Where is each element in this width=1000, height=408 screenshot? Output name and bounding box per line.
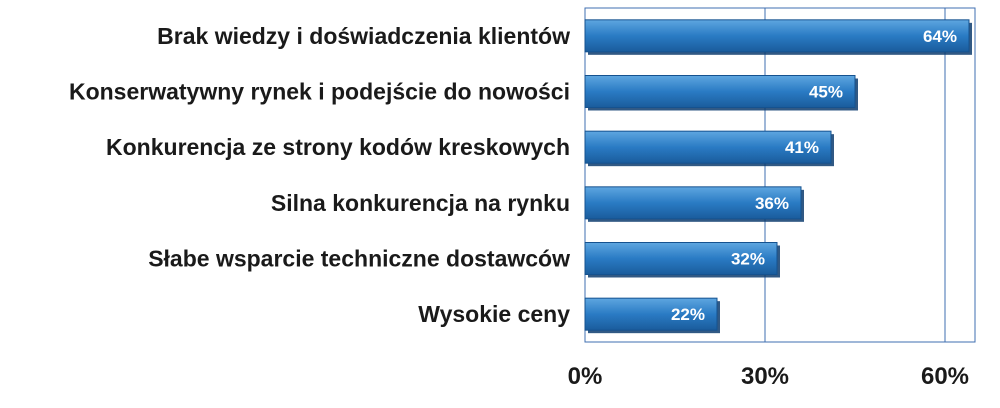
- bar-3: [584, 130, 832, 164]
- category-label-5: Słabe wsparcie techniczne dostawców: [148, 246, 570, 272]
- bars: [584, 19, 972, 334]
- data-label-5: 32%: [731, 250, 765, 269]
- category-labels: Brak wiedzy i doświadczenia klientów Kons…: [69, 23, 570, 327]
- category-label-3: Konkurencja ze strony kodów kreskowych: [106, 134, 570, 160]
- bar-1: [584, 19, 970, 53]
- x-tick-label-30: 30%: [741, 363, 789, 390]
- data-label-2: 45%: [809, 83, 843, 102]
- grid-lines: [764, 8, 946, 342]
- data-labels: 64% 45% 41% 36% 32% 22%: [671, 27, 957, 324]
- x-tick-labels: 0% 30% 60%: [568, 363, 969, 390]
- data-label-6: 22%: [671, 305, 705, 324]
- bar-4: [584, 186, 802, 220]
- x-tick-label-60: 60%: [921, 363, 969, 390]
- category-label-2: Konserwatywny rynek i podejście do nowoś…: [69, 79, 570, 105]
- bar-5: [584, 242, 778, 275]
- plot-frame: [584, 7, 976, 343]
- data-label-4: 36%: [755, 194, 789, 213]
- x-tick-label-0: 0%: [568, 363, 603, 390]
- category-label-1: Brak wiedzy i doświadczenia klientów: [157, 23, 570, 49]
- data-label-3: 41%: [785, 138, 819, 157]
- category-label-6: Wysokie ceny: [418, 301, 570, 327]
- data-label-1: 64%: [923, 27, 957, 46]
- bar-2: [584, 75, 856, 108]
- category-label-4: Silna konkurencja na rynku: [271, 190, 570, 216]
- bar-6: [584, 297, 718, 331]
- plot-border: [584, 7, 976, 343]
